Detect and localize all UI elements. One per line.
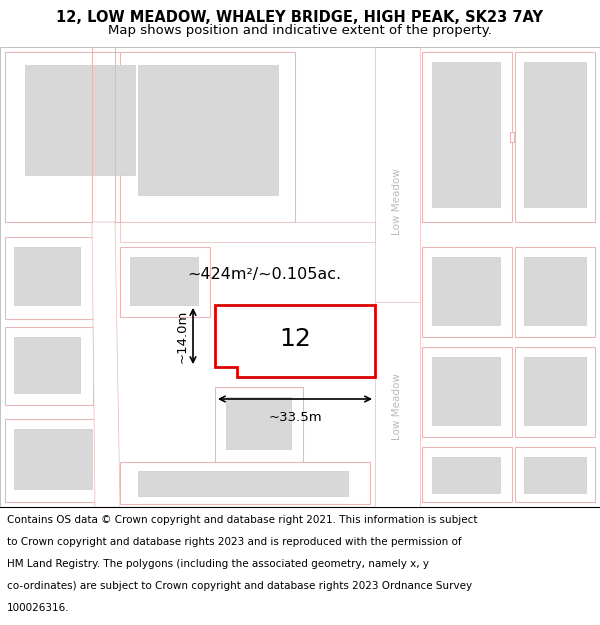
Bar xyxy=(25,65,135,175)
Text: ~424m²/~0.105ac.: ~424m²/~0.105ac. xyxy=(187,268,341,282)
Bar xyxy=(524,62,586,207)
Text: to Crown copyright and database rights 2023 and is reproduced with the permissio: to Crown copyright and database rights 2… xyxy=(7,537,462,547)
Bar xyxy=(422,247,512,337)
Bar xyxy=(510,132,514,142)
Bar xyxy=(14,429,92,489)
Bar xyxy=(120,222,375,242)
Bar xyxy=(524,257,586,325)
Text: ~33.5m: ~33.5m xyxy=(268,411,322,424)
Bar xyxy=(524,357,586,425)
Bar xyxy=(120,462,370,504)
Polygon shape xyxy=(215,305,375,377)
Bar xyxy=(130,257,198,305)
Text: 12: 12 xyxy=(279,327,311,351)
Text: co-ordinates) are subject to Crown copyright and database rights 2023 Ordnance S: co-ordinates) are subject to Crown copyr… xyxy=(7,581,472,591)
Bar xyxy=(243,315,348,363)
Text: Contains OS data © Crown copyright and database right 2021. This information is : Contains OS data © Crown copyright and d… xyxy=(7,515,478,525)
Bar xyxy=(432,457,500,493)
Text: 100026316.: 100026316. xyxy=(7,602,70,612)
Bar xyxy=(422,347,512,437)
Bar xyxy=(432,357,500,425)
Bar xyxy=(5,327,93,405)
Bar xyxy=(375,47,420,507)
Text: HM Land Registry. The polygons (including the associated geometry, namely x, y: HM Land Registry. The polygons (includin… xyxy=(7,559,429,569)
Text: Low Meadow: Low Meadow xyxy=(392,169,403,236)
Bar xyxy=(524,457,586,493)
Text: Low Meadow: Low Meadow xyxy=(392,374,403,441)
Text: Map shows position and indicative extent of the property.: Map shows position and indicative extent… xyxy=(108,24,492,37)
Bar xyxy=(120,52,295,222)
Bar xyxy=(515,447,595,502)
Bar xyxy=(138,65,278,195)
Bar xyxy=(432,257,500,325)
Bar xyxy=(226,397,291,449)
Bar xyxy=(120,247,210,317)
Text: ~14.0m: ~14.0m xyxy=(176,309,189,362)
Bar xyxy=(5,52,155,222)
Bar xyxy=(422,52,512,222)
Bar xyxy=(432,62,500,207)
Bar xyxy=(138,471,348,496)
Bar xyxy=(215,387,303,462)
Bar xyxy=(515,347,595,437)
Bar xyxy=(14,247,80,305)
Bar xyxy=(515,247,595,337)
Text: 12, LOW MEADOW, WHALEY BRIDGE, HIGH PEAK, SK23 7AY: 12, LOW MEADOW, WHALEY BRIDGE, HIGH PEAK… xyxy=(56,11,544,26)
Bar xyxy=(422,447,512,502)
Bar xyxy=(14,337,80,393)
Bar xyxy=(515,52,595,222)
Bar xyxy=(5,419,105,502)
Polygon shape xyxy=(92,222,120,507)
Bar xyxy=(5,237,93,319)
